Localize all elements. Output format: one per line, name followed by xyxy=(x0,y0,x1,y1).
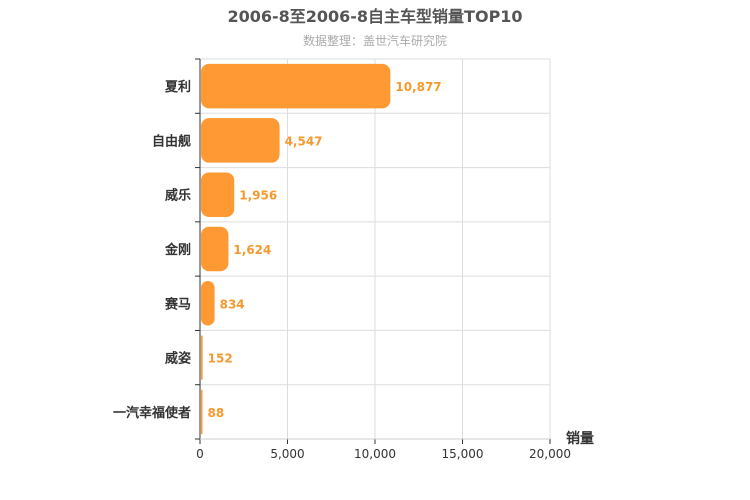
bar xyxy=(201,63,391,109)
y-tick-label: 自由舰 xyxy=(152,133,191,149)
y-tick-label: 赛马 xyxy=(164,296,191,312)
bar xyxy=(201,281,215,326)
data-label: 152 xyxy=(208,352,233,366)
x-tick-label: 0 xyxy=(196,447,204,461)
bar xyxy=(201,226,229,272)
data-label: 1,956 xyxy=(239,189,277,203)
data-label: 4,547 xyxy=(285,134,323,148)
y-tick-label: 夏利 xyxy=(164,79,191,95)
y-tick-label: 威乐 xyxy=(165,188,191,204)
x-tick-label: 10,000 xyxy=(354,447,396,461)
grid-lines xyxy=(195,58,551,444)
data-label: 88 xyxy=(208,406,225,420)
labels: 0 5,000 10,000 15,000 20,000 夏利 10,877 自由舰 4,547… xyxy=(113,79,571,461)
x-axis-title: 销量 xyxy=(566,430,594,447)
data-label: 834 xyxy=(220,297,245,311)
bar xyxy=(201,118,280,163)
x-tick-label: 15,000 xyxy=(442,447,484,461)
x-tick-label: 5,000 xyxy=(270,447,304,461)
y-tick-label: 金刚 xyxy=(164,242,191,258)
y-tick-label: 一汽幸福使者 xyxy=(113,405,191,421)
data-label: 1,624 xyxy=(233,243,271,257)
chart-title: 2006-8至2006-8自主车型销量TOP10 xyxy=(227,7,522,26)
bar xyxy=(201,335,203,380)
x-tick-label: 20,000 xyxy=(529,447,571,461)
bars xyxy=(201,63,391,435)
bar xyxy=(201,389,203,435)
bar xyxy=(201,172,235,217)
chart-subtitle: 数据整理：盖世汽车研究院 xyxy=(303,33,447,48)
y-tick-label: 威姿 xyxy=(165,351,191,367)
data-label: 10,877 xyxy=(395,80,441,94)
